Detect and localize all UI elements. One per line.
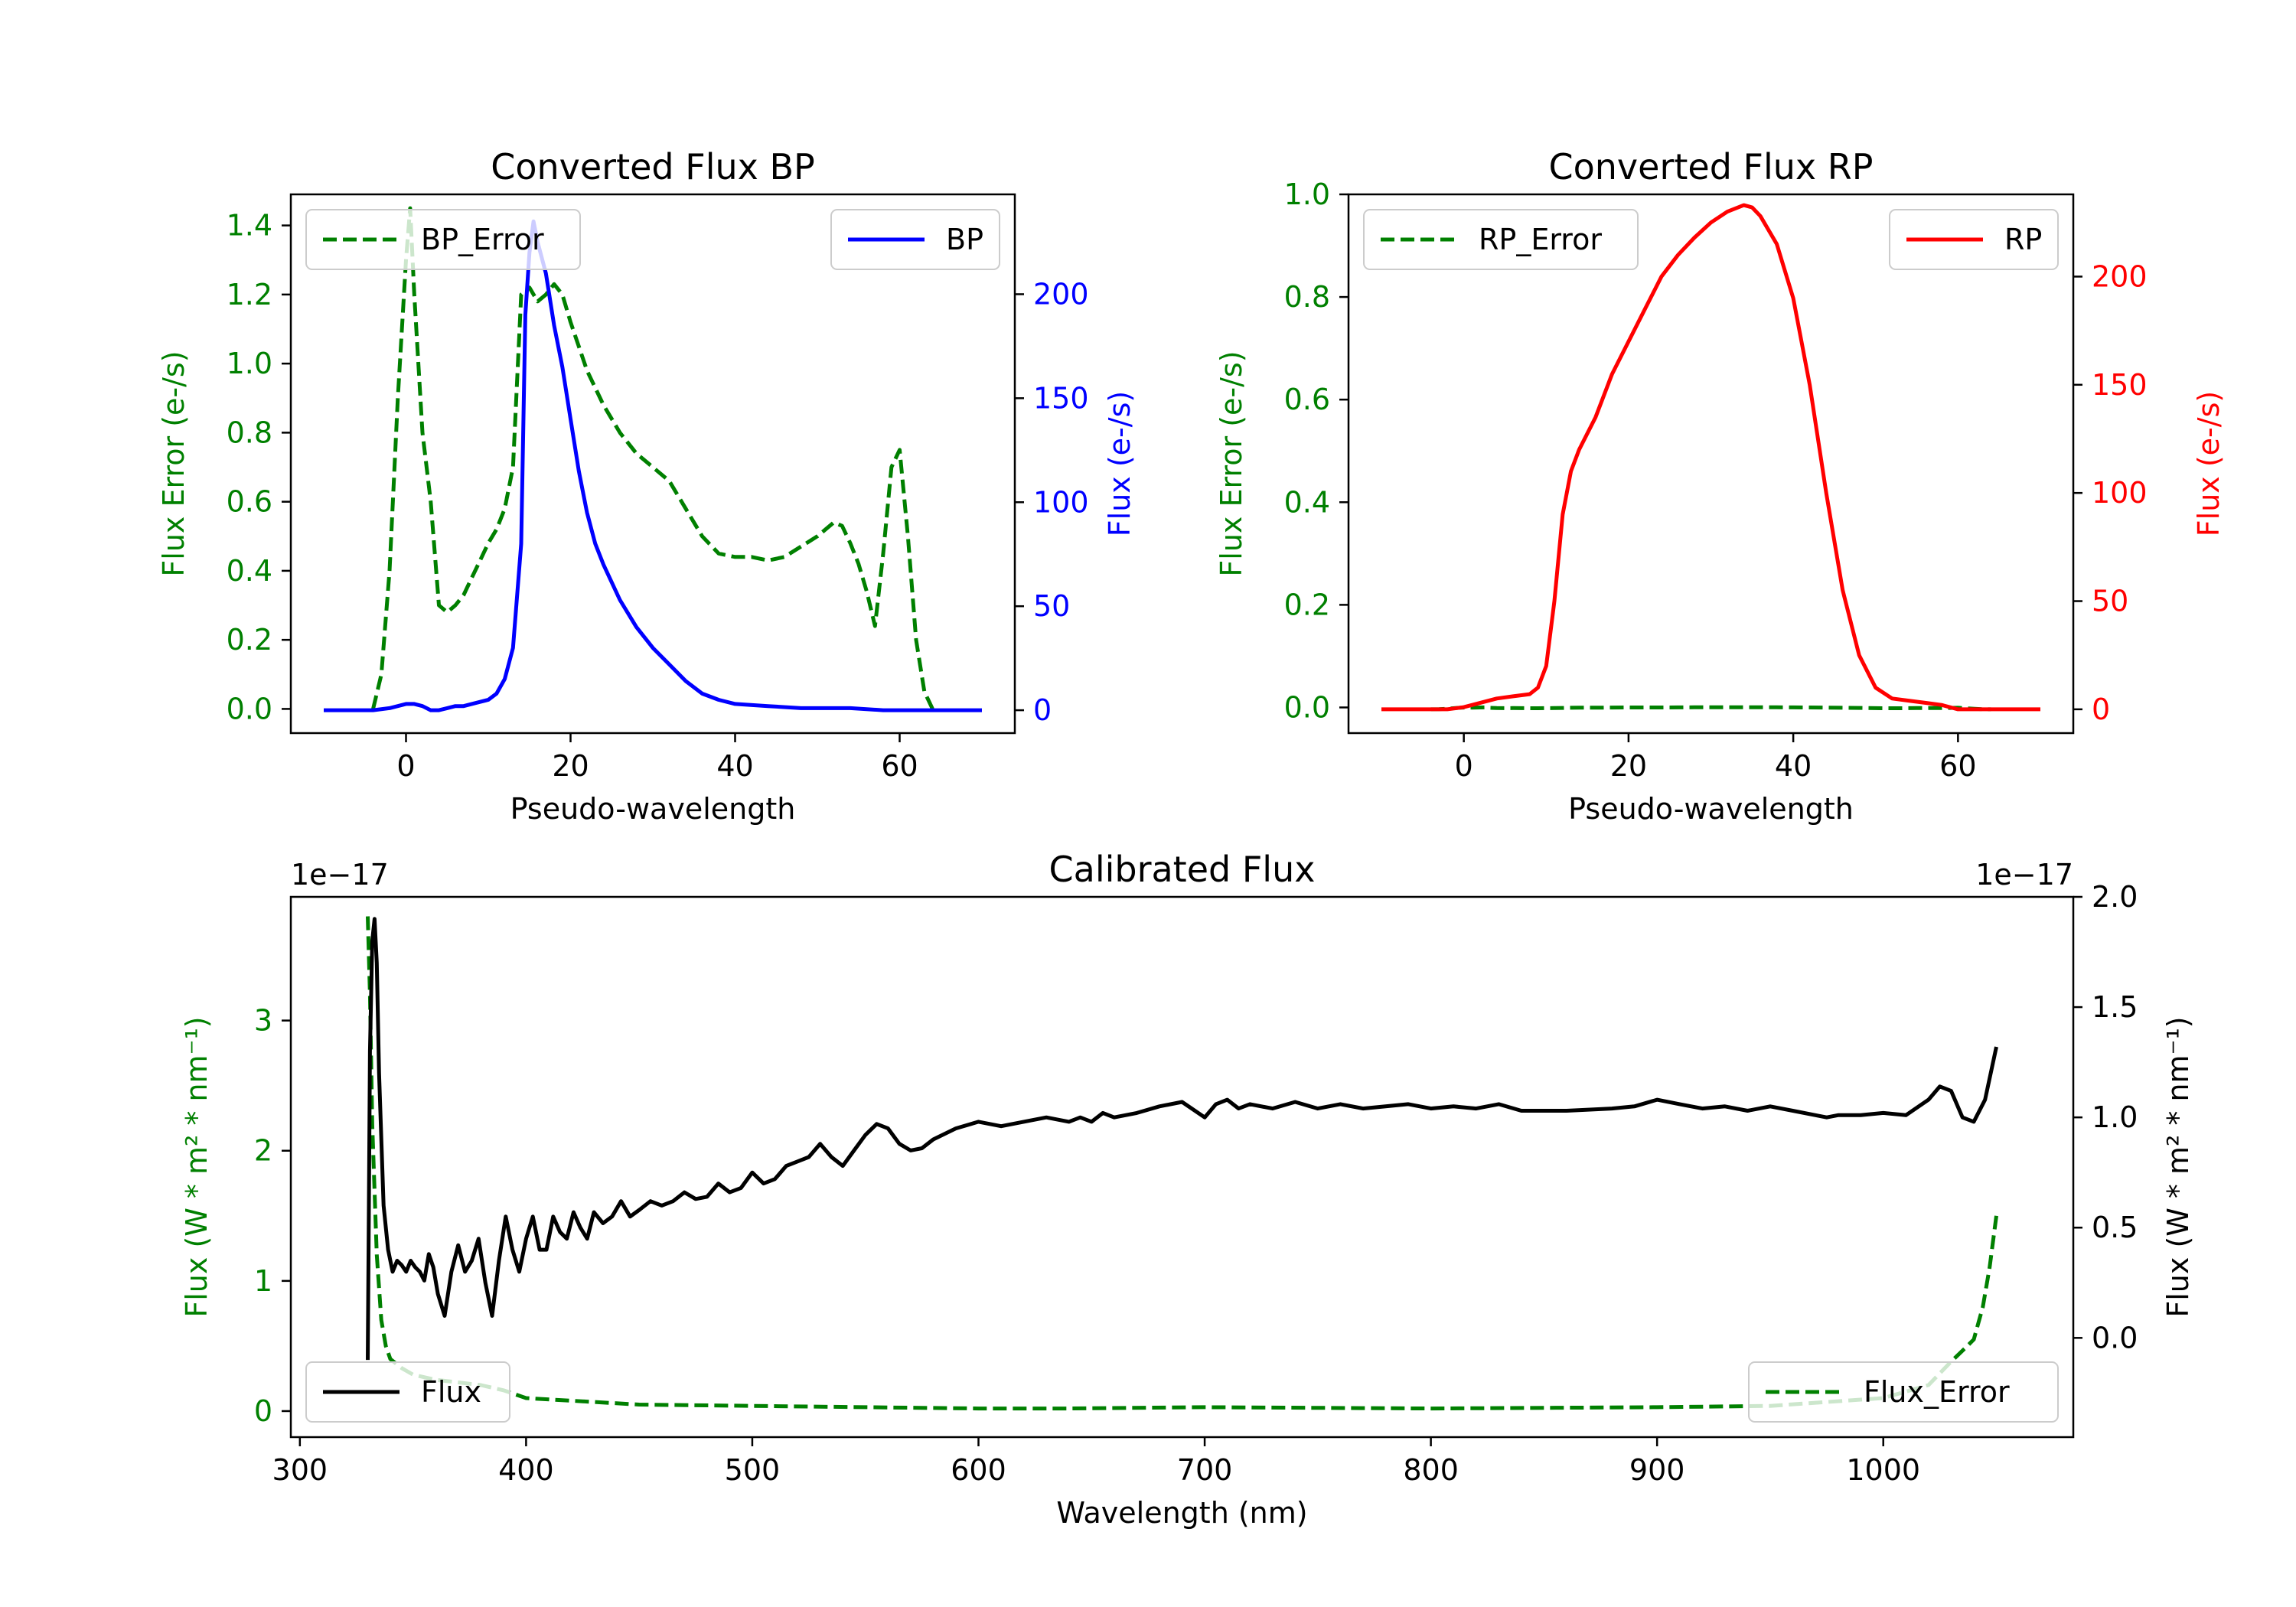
y-left-tick-label: 3: [254, 1004, 272, 1038]
series-group: [1381, 203, 2040, 712]
y-left-tick-label: 0.0: [1284, 690, 1330, 724]
chart-title: Converted Flux BP: [491, 146, 815, 187]
y-left-axis-label: Flux (W * m² * nm⁻¹): [180, 1016, 214, 1317]
x-tick-label: 20: [552, 749, 589, 783]
y-right-tick-label: 150: [2092, 368, 2148, 402]
legend-bp: BP: [830, 209, 1000, 270]
axes-frame: [289, 895, 2075, 1439]
y-right-axis-label: Flux (W * m² * nm⁻¹): [2161, 1016, 2195, 1317]
x-tick-label: 20: [1610, 749, 1647, 783]
legend-label: BP: [946, 223, 983, 256]
x-tick-label: 0: [396, 749, 415, 783]
legend-box: [1748, 1361, 2059, 1423]
legend-rp: RP: [1889, 209, 2059, 270]
y-right-tick-label: 100: [2092, 476, 2148, 510]
x-tick-label: 600: [951, 1453, 1006, 1487]
y-right-tick-label: 1.5: [2092, 990, 2138, 1024]
y-left-axis-label: Flux Error (e-/s): [157, 350, 191, 576]
series-line-flux-error: [366, 916, 1998, 1411]
legend-label: BP_Error: [421, 223, 544, 256]
y-right-tick-label: 0.5: [2092, 1211, 2138, 1244]
chart-title: Calibrated Flux: [1049, 849, 1316, 890]
axes-frame: [289, 193, 1016, 735]
y-left-tick-label: 0.2: [1284, 588, 1330, 621]
y-right-tick-label: 1.0: [2092, 1100, 2138, 1134]
y-right-tick-label: 50: [1033, 589, 1070, 623]
x-tick-label: 900: [1629, 1453, 1685, 1487]
x-tick-label: 60: [881, 749, 918, 783]
y-right-axis-label: Flux (e-/s): [1103, 391, 1137, 536]
y-left-axis-label: Flux Error (e-/s): [1215, 350, 1248, 576]
y-right-tick-label: 150: [1033, 381, 1089, 415]
x-axis-label: Pseudo-wavelength: [1568, 792, 1854, 826]
legend-label: RP: [2004, 223, 2042, 256]
legend-flux: Flux: [305, 1361, 510, 1423]
y-right-tick-label: 0.0: [2092, 1321, 2138, 1354]
series-line-bp: [324, 219, 982, 712]
x-tick-label: 500: [725, 1453, 781, 1487]
y-right-tick-label: 0: [1033, 693, 1052, 727]
y-left-tick-label: 0.6: [227, 485, 272, 519]
x-tick-label: 0: [1455, 749, 1473, 783]
x-tick-label: 700: [1177, 1453, 1233, 1487]
y-right-tick-label: 2.0: [2092, 880, 2138, 914]
y-right-tick-label: 50: [2092, 585, 2128, 618]
x-axis-label: Pseudo-wavelength: [510, 792, 796, 826]
axes-frame: [1347, 193, 2075, 735]
legend-label: RP_Error: [1479, 223, 1602, 256]
y-left-tick-label: 0.8: [227, 416, 272, 449]
series-group: [366, 916, 1998, 1411]
legend-box: [305, 209, 581, 270]
x-tick-label: 60: [1939, 749, 1976, 783]
chart-title: Converted Flux RP: [1549, 146, 1874, 187]
y-left-tick-label: 1.0: [227, 347, 272, 380]
y-right-tick-label: 0: [2092, 693, 2110, 726]
chart-2: 300 400 500 600 700 800 900 1000 0 1 2 3 0.0 0.5 1.0 1.…: [180, 849, 2195, 1530]
legend-rp-error: RP_Error: [1363, 209, 1639, 270]
legend-box: [305, 1361, 510, 1423]
y-left-tick-label: 0.4: [227, 554, 272, 588]
legend-label: Flux: [421, 1375, 481, 1409]
y-left-tick-label: 2: [254, 1134, 272, 1168]
y-left-tick-label: 0: [254, 1394, 272, 1428]
y-right-tick-label: 200: [1033, 277, 1089, 311]
chart-0: 0 20 40 60 0.0 0.2 0.4 0.6 0.8 1.0 1.2 1.4 0 50 100 150…: [157, 146, 1137, 826]
y-left-tick-label: 0.4: [1284, 485, 1330, 519]
y-right-axis-label: Flux (e-/s): [2192, 391, 2226, 536]
series-group: [324, 206, 982, 712]
x-tick-label: 800: [1403, 1453, 1459, 1487]
series-line-rp: [1381, 203, 2040, 712]
legend-label: Flux_Error: [1864, 1375, 2010, 1409]
x-tick-label: 40: [716, 749, 753, 783]
x-tick-label: 40: [1775, 749, 1812, 783]
y-left-tick-label: 0.8: [1284, 280, 1330, 314]
y-left-tick-label: 1.0: [1284, 178, 1330, 211]
legend-bp-error: BP_Error: [305, 209, 581, 270]
series-line-bp-error: [371, 206, 934, 710]
y-left-tick-label: 1.4: [227, 209, 272, 243]
series-line-rp-error: [1430, 705, 1991, 712]
x-tick-label: 1000: [1846, 1453, 1920, 1487]
y-left-tick-label: 1.2: [227, 278, 272, 311]
x-tick-label: 300: [272, 1453, 328, 1487]
y-left-tick-label: 1: [254, 1264, 272, 1298]
y-left-tick-label: 0.6: [1284, 383, 1330, 416]
y-left-offset-text: 1e−17: [291, 858, 389, 892]
series-line-flux: [366, 917, 1998, 1361]
y-left-tick-label: 0.0: [227, 692, 272, 725]
legend-flux-error: Flux_Error: [1748, 1361, 2059, 1423]
x-axis-label: Wavelength (nm): [1056, 1496, 1307, 1530]
y-right-tick-label: 100: [1033, 485, 1089, 519]
legend-box: [1363, 209, 1639, 270]
y-left-tick-label: 0.2: [227, 623, 272, 657]
chart-1: 0 20 40 60 0.0 0.2 0.4 0.6 0.8 1.0 0 50 100 150 200 Con…: [1215, 146, 2226, 826]
y-right-tick-label: 200: [2092, 259, 2148, 293]
x-tick-label: 400: [498, 1453, 554, 1487]
y-right-offset-text: 1e−17: [1975, 858, 2073, 892]
